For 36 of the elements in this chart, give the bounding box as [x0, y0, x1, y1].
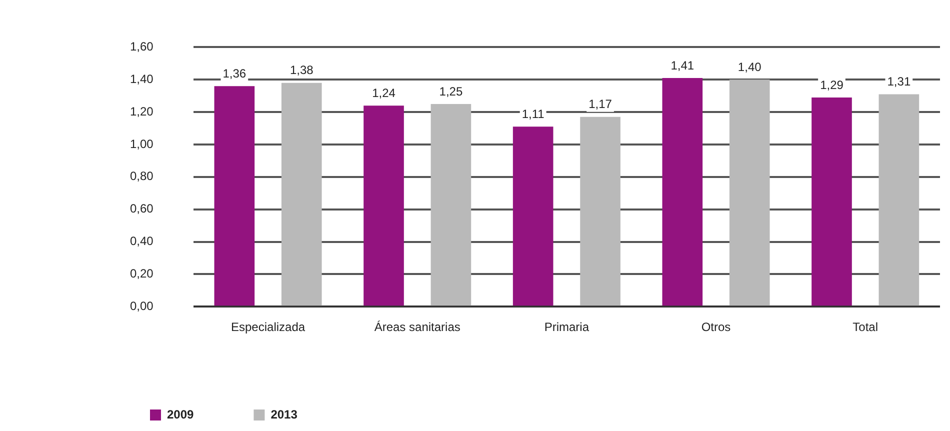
y-tick-label: 0,60	[130, 202, 154, 216]
y-tick-label: 0,00	[130, 298, 154, 313]
bar	[662, 78, 703, 306]
x-tick-label: Otros	[701, 320, 731, 334]
y-tick-label: 1,00	[130, 136, 154, 151]
bar	[214, 86, 255, 306]
data-label: 1,36	[222, 66, 246, 80]
bar	[812, 97, 852, 306]
data-label: 1,41	[670, 58, 694, 72]
y-tick-label: 0,40	[130, 234, 154, 248]
y-tick-label: 1,40	[130, 72, 154, 86]
bar	[729, 80, 770, 306]
data-label: 1,25	[439, 84, 463, 98]
x-tick-label: Especializada	[230, 320, 306, 334]
data-label: 1,40	[738, 60, 762, 74]
data-label: 1,38	[290, 63, 314, 78]
legend-label: 2009	[167, 407, 194, 422]
legend-label: 2013	[270, 407, 298, 422]
bar	[512, 126, 554, 306]
y-tick-label: 0,20	[130, 266, 154, 280]
data-label: 1,24	[372, 86, 396, 100]
bar	[580, 116, 620, 306]
data-label: 1,17	[588, 97, 612, 112]
x-tick-label: Primaria	[544, 320, 590, 334]
bar	[430, 104, 472, 306]
y-tick-label: 0,80	[130, 169, 154, 184]
data-label: 1,29	[820, 78, 844, 92]
bar	[878, 94, 920, 306]
x-tick-label: Total	[852, 320, 878, 334]
y-tick-label: 1,20	[130, 104, 154, 118]
data-label: 1,11	[522, 106, 545, 121]
bar	[281, 82, 322, 306]
bar	[364, 106, 404, 306]
y-tick-label: 1,60	[130, 40, 154, 54]
x-tick-label: Áreas sanitarias	[374, 320, 460, 334]
data-label: 1,31	[887, 74, 911, 89]
